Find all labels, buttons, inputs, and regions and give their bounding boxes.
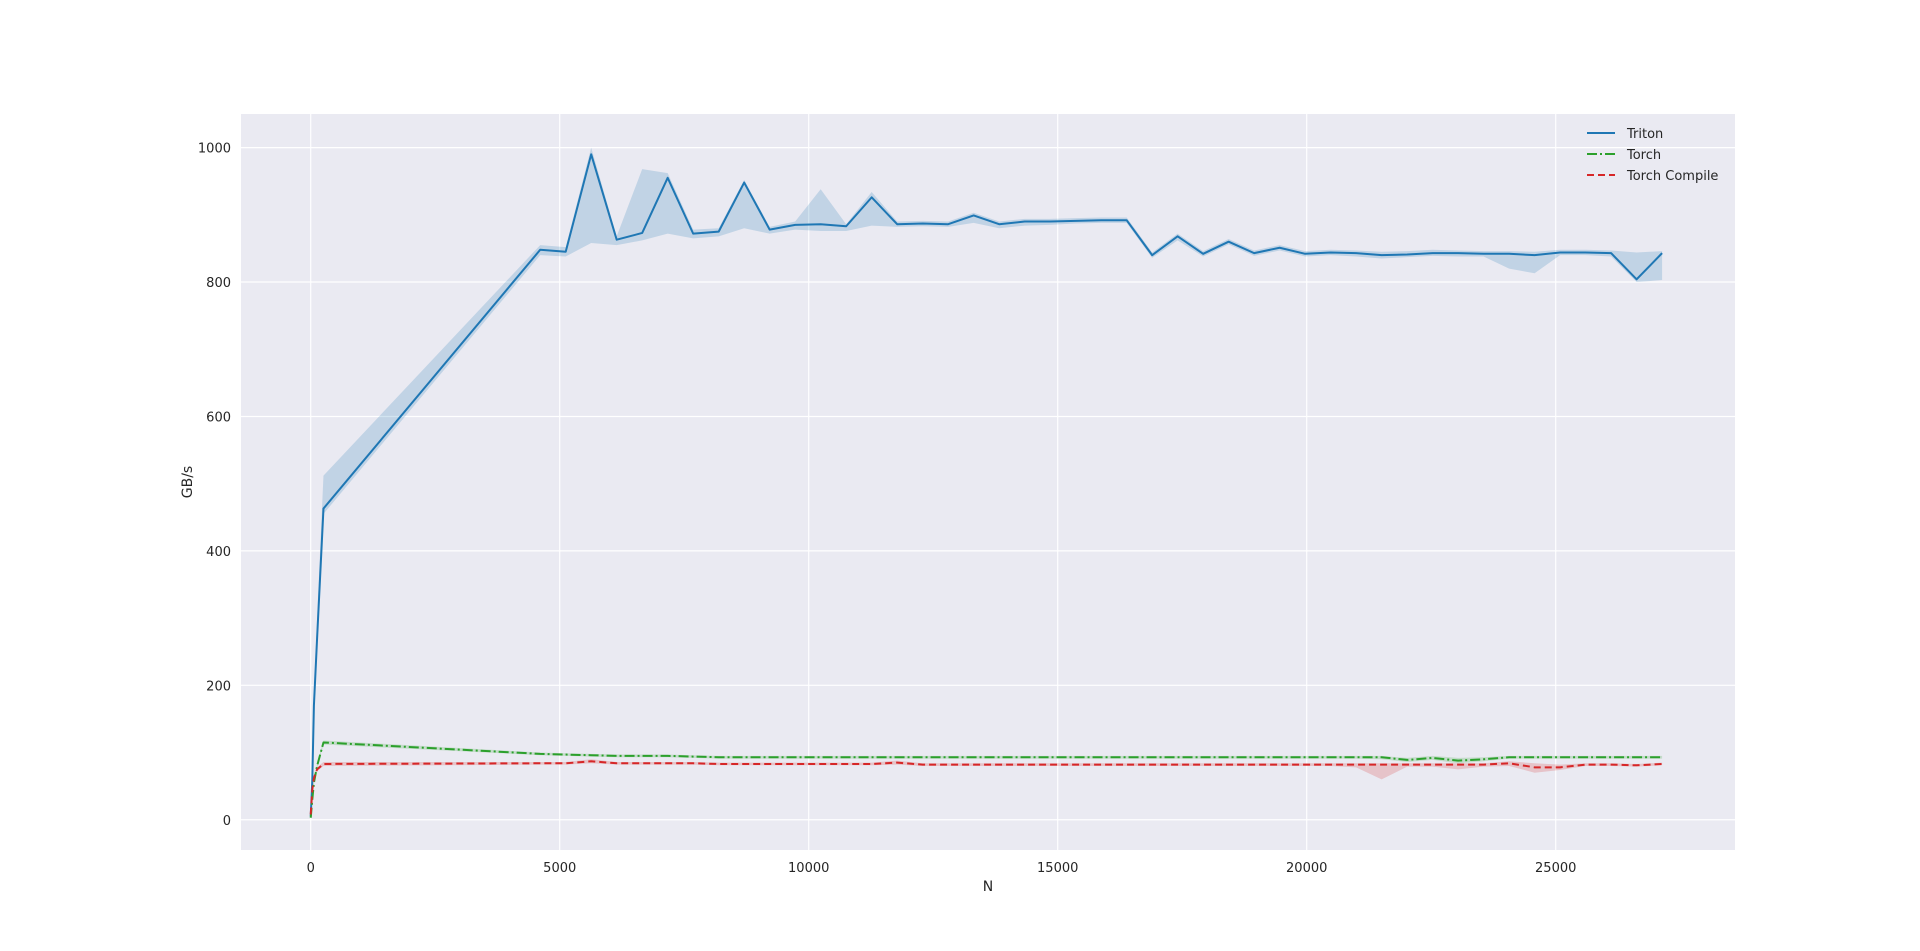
plot-background [241, 114, 1735, 850]
torch-compile-band [310, 759, 1663, 816]
y-tick-label: 200 [206, 679, 231, 694]
x-tick-label: 20000 [1286, 861, 1327, 876]
y-tick-label: 0 [223, 814, 231, 829]
y-tick-label: 600 [206, 410, 231, 425]
x-tick-label: 0 [307, 861, 315, 876]
y-tick-label: 1000 [198, 142, 231, 157]
legend-label-triton: Triton [1626, 127, 1663, 142]
x-tick-label: 15000 [1037, 861, 1078, 876]
series-lines [309, 153, 1663, 818]
grid [241, 114, 1735, 850]
triton-line [309, 153, 1663, 817]
x-tick-label: 10000 [788, 861, 829, 876]
y-axis-label: GB/s [180, 466, 196, 498]
y-tick-label: 400 [206, 545, 231, 560]
x-axis-ticks: 0 5000 10000 15000 20000 25000 [307, 861, 1577, 876]
legend-label-torch-compile: Torch Compile [1626, 169, 1718, 184]
legend-label-torch: Torch [1626, 148, 1661, 163]
x-axis-label: N [983, 879, 993, 895]
legend: Triton Torch Torch Compile [1587, 127, 1718, 184]
y-tick-label: 800 [206, 276, 231, 291]
x-tick-label: 25000 [1535, 861, 1576, 876]
x-tick-label: 5000 [543, 861, 576, 876]
y-axis-ticks: 0 200 400 600 800 1000 [198, 142, 231, 829]
torch-line [309, 741, 1663, 818]
